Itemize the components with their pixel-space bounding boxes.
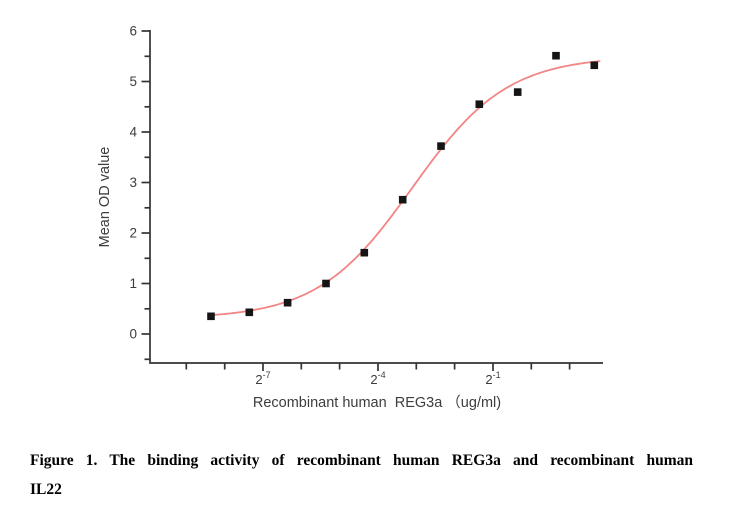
data-point-marker [590, 61, 599, 70]
data-point-marker [322, 279, 330, 288]
data-point-marker [437, 142, 445, 150]
svg-text:6: 6 [129, 24, 137, 39]
data-point-marker [398, 195, 407, 204]
svg-text:0: 0 [129, 327, 137, 342]
chart-svg: 0 1 2 3 4 5 6 2-7 2-4 2-1 Recombinant human REG3a … [97, 24, 603, 411]
y-axis-title: Mean OD value [97, 147, 113, 248]
svg-text:2-4: 2-4 [370, 370, 385, 387]
svg-text:2-1: 2-1 [485, 370, 500, 387]
binding-activity-chart: 0 1 2 3 4 5 6 2-7 2-4 2-1 Recombinant human REG3a … [97, 24, 603, 411]
svg-text:3: 3 [129, 175, 137, 190]
svg-text:4: 4 [129, 125, 137, 140]
x-tick-labels: 2-7 2-4 2-1 [255, 370, 500, 387]
caption-line1: Figure 1. The binding activity of recomb… [30, 452, 693, 469]
data-point-marker [207, 312, 215, 321]
data-points [207, 51, 599, 321]
data-point-marker [513, 88, 522, 96]
svg-text:2-7: 2-7 [255, 370, 270, 387]
data-point-marker [283, 298, 292, 307]
data-point-marker [552, 51, 560, 60]
data-point-marker [360, 248, 369, 257]
fit-curve [210, 60, 601, 317]
data-point-marker [475, 100, 484, 108]
data-point-marker [245, 308, 254, 317]
svg-text:2: 2 [129, 226, 137, 241]
svg-text:5: 5 [129, 74, 137, 89]
caption-line2: IL22 [30, 481, 62, 498]
x-axis-title: Recombinant human REG3a （ug/ml) [253, 394, 501, 411]
svg-text:1: 1 [129, 276, 137, 291]
figure-caption: Figure 1. The binding activity of recomb… [30, 446, 693, 504]
axes [141, 30, 603, 371]
y-tick-labels: 0 1 2 3 4 5 6 [129, 24, 137, 342]
